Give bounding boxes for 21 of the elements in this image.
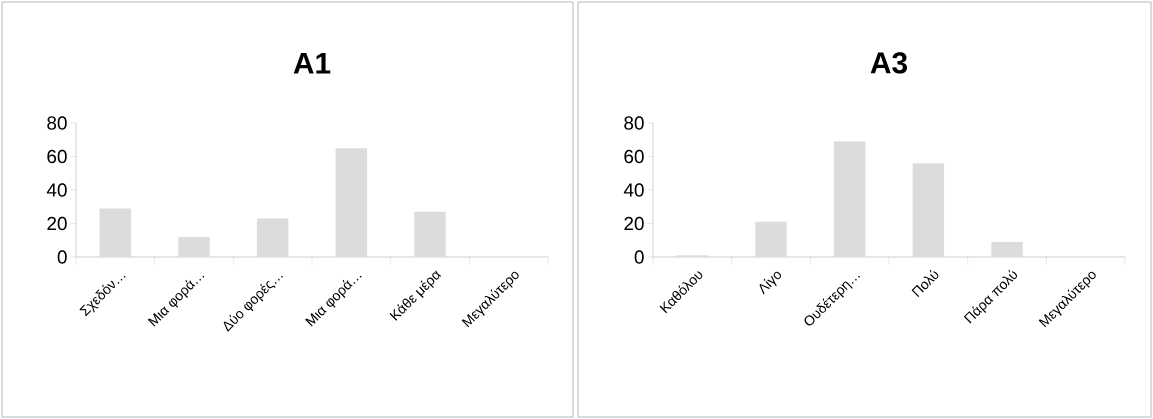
bar: [99, 208, 132, 257]
y-tick-label: 60: [47, 149, 67, 164]
bar: [912, 163, 945, 257]
chart-title: A1: [293, 52, 331, 74]
y-tick-label: 80: [47, 116, 67, 130]
bar: [833, 141, 866, 257]
bar: [414, 211, 446, 257]
chart-title: A3: [870, 52, 908, 74]
y-tick-label: 20: [624, 216, 644, 231]
bar: [991, 241, 1023, 257]
y-tick-label: 80: [624, 116, 644, 130]
bar: [178, 236, 210, 257]
y-tick-label: 20: [47, 216, 67, 231]
y-tick-label: 60: [624, 149, 644, 164]
y-tick-label: 40: [623, 183, 644, 197]
y-tick-label: 40: [46, 183, 67, 197]
bar: [256, 218, 289, 257]
bar: [335, 148, 368, 257]
y-tick-label: 0: [634, 250, 644, 264]
bar: [755, 221, 787, 257]
y-tick-label: 0: [57, 250, 67, 264]
